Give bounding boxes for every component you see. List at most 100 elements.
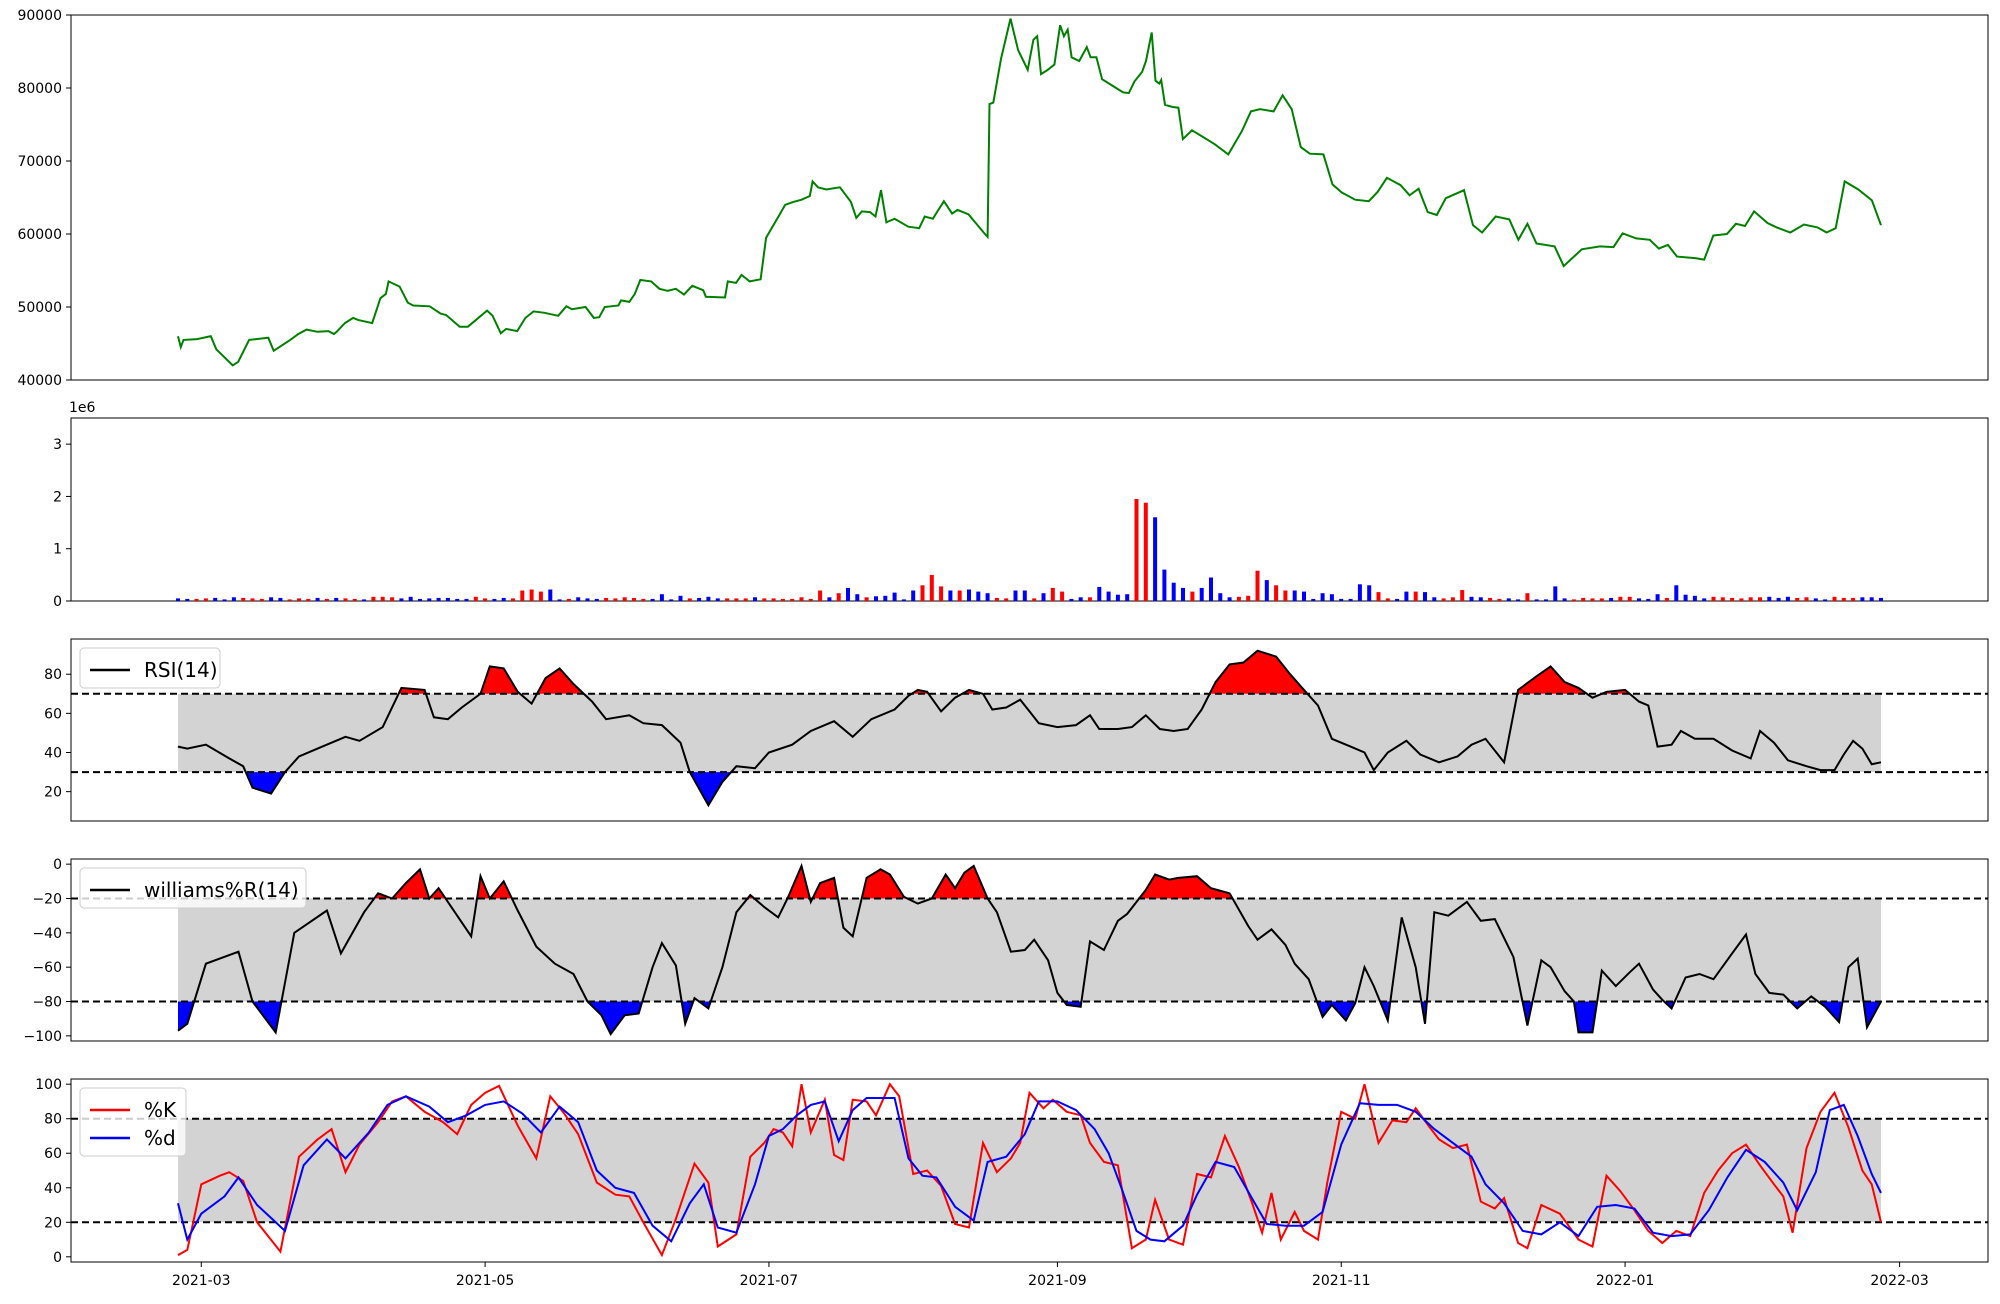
- volume-bar: [874, 596, 878, 601]
- volume-bar: [1041, 593, 1046, 601]
- overbought-fill: [1209, 650, 1307, 694]
- volume-bar: [1506, 598, 1511, 601]
- volume-bar: [994, 597, 999, 601]
- y-tick-label: 60: [44, 706, 62, 722]
- overbought-fill: [430, 888, 445, 899]
- volume-bar: [1097, 586, 1102, 601]
- volume-bar: [1804, 597, 1809, 601]
- oversold-fill: [691, 772, 731, 806]
- oversold-fill: [588, 1001, 643, 1035]
- y-tick-label: 40: [44, 746, 62, 762]
- volume-bar: [1692, 595, 1697, 601]
- neutral-band: [178, 693, 1881, 773]
- oversold-fill: [178, 1001, 194, 1031]
- volume-bar: [259, 598, 264, 601]
- stochastic-panel: 0 20 40 60 80 100 %K %d 2021-03 2021-05 2021-07 202…: [35, 1077, 1989, 1289]
- volume-bar: [1106, 591, 1111, 601]
- x-tick-label: 2021-05: [456, 1273, 515, 1289]
- volume-bar: [1823, 599, 1828, 601]
- volume-bar: [1813, 598, 1818, 601]
- plot-frame: [70, 638, 1989, 822]
- volume-bar: [1795, 597, 1800, 601]
- volume-bar: [892, 592, 897, 601]
- volume-bar: [669, 599, 674, 601]
- volume-bar: [1683, 594, 1688, 601]
- volume-bar: [1469, 596, 1474, 601]
- volume-bar: [1348, 598, 1353, 601]
- volume-bar: [1227, 597, 1232, 601]
- k-line: [177, 1082, 1882, 1258]
- volume-bar: [576, 597, 581, 601]
- volume-bar: [957, 590, 962, 601]
- volume-bar: [1516, 599, 1521, 601]
- oversold-fill: [1522, 1001, 1532, 1026]
- volume-bar: [399, 598, 404, 601]
- legend-label: %d: [144, 1126, 176, 1150]
- overbought-fill: [862, 869, 907, 899]
- overbought-fill: [399, 687, 426, 694]
- volume-bar: [418, 598, 422, 601]
- volume-bar: [343, 598, 348, 601]
- volume-bar: [1720, 597, 1725, 601]
- volume-bar: [604, 597, 609, 601]
- volume-bar: [1581, 597, 1586, 601]
- volume-bar: [1255, 570, 1260, 601]
- legend-label: williams%R(14): [144, 878, 299, 902]
- volume-bar: [613, 598, 618, 601]
- x-tick-label: 2021-03: [172, 1273, 231, 1289]
- volume-bar: [1553, 586, 1558, 601]
- volume-bar: [1841, 597, 1846, 601]
- volume-bar: [501, 597, 506, 601]
- volume-bar: [864, 597, 869, 601]
- y-tick-label: 40000: [17, 373, 62, 389]
- volume-bar: [725, 598, 730, 601]
- volume-bar: [1618, 596, 1623, 601]
- volume-bar: [231, 597, 236, 601]
- volume-panel: 0 1 2 3 1e6: [53, 400, 1989, 610]
- volume-bar: [1246, 595, 1251, 601]
- oversold-fill: [1864, 1001, 1880, 1028]
- y-tick-label: −40: [32, 926, 62, 942]
- volume-bar: [557, 599, 562, 601]
- volume-bar: [1115, 594, 1120, 601]
- volume-bar: [632, 597, 636, 601]
- volume-bar: [1339, 598, 1344, 601]
- y-tick-label: 50000: [17, 300, 62, 316]
- volume-bar: [1004, 598, 1009, 601]
- x-tick-label: 2022-03: [1870, 1273, 1929, 1289]
- volume-bar: [771, 598, 776, 601]
- volume-bar: [1404, 591, 1409, 601]
- volume-bar: [176, 598, 180, 601]
- volume-bar: [538, 591, 543, 601]
- volume-bar: [1320, 593, 1325, 601]
- y-tick-label: 0: [53, 857, 62, 873]
- volume-bar: [976, 591, 981, 601]
- volume-bar: [799, 597, 804, 601]
- y-tick-label: 1: [53, 542, 62, 558]
- volume-bar: [967, 589, 971, 601]
- y-tick-label: 80000: [17, 81, 62, 97]
- volume-bar: [1181, 587, 1185, 601]
- williams-r-panel: 0 −20 −40 −60 −80 −100 williams%R(14): [24, 857, 1989, 1045]
- volume-bar: [622, 597, 627, 601]
- y-tick-label: 100: [35, 1077, 62, 1093]
- volume-bar: [753, 597, 757, 601]
- volume-bar: [1190, 591, 1195, 601]
- volume-bar: [1599, 598, 1604, 601]
- volume-bar: [1032, 598, 1037, 601]
- volume-bar: [436, 597, 441, 601]
- volume-bar: [1748, 597, 1753, 601]
- y-tick-label: 80: [44, 1112, 62, 1128]
- overbought-fill: [393, 869, 429, 899]
- volume-bar: [1236, 596, 1241, 601]
- volume-bar: [706, 596, 711, 601]
- d-line: [177, 1095, 1882, 1243]
- volume-bar: [1674, 585, 1679, 601]
- overbought-fill: [481, 666, 519, 694]
- volume-bar: [1432, 597, 1437, 601]
- volume-bar: [185, 598, 190, 601]
- volume-bar: [529, 589, 534, 601]
- volume-bar: [250, 598, 255, 601]
- volume-bar: [948, 590, 953, 601]
- volume-bar: [734, 598, 739, 601]
